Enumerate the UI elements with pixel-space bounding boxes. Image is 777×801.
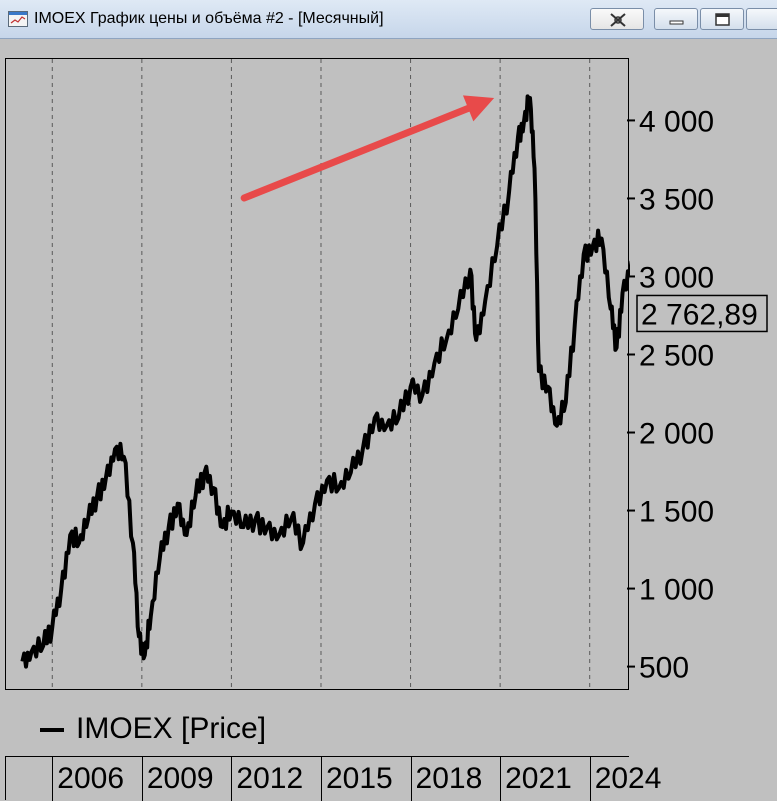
close-icon xyxy=(747,9,777,31)
y-tick-label-3500: 3 500 xyxy=(639,183,714,216)
x-tick-label-2018: 2018 xyxy=(410,757,501,801)
x-tick-label-2009: 2009 xyxy=(141,757,232,801)
y-tick-label-2000: 2 000 xyxy=(639,418,714,451)
chart-legend: IMOEX [Price] xyxy=(40,712,266,748)
y-tick-label-500: 500 xyxy=(639,652,689,685)
x-tick-label-2021: 2021 xyxy=(500,757,590,801)
minimize-icon xyxy=(669,20,684,25)
minimize-button[interactable] xyxy=(654,8,698,30)
legend-label: IMOEX [Price] xyxy=(76,712,267,745)
legend-swatch xyxy=(40,728,64,733)
annotation-arrow-shaft xyxy=(240,104,472,202)
chart-svg xyxy=(20,59,630,691)
x-tick-label-2015: 2015 xyxy=(320,757,411,801)
chart-plot-area[interactable] xyxy=(5,58,630,691)
x-tick-label-2012: 2012 xyxy=(231,757,321,801)
x-axis: 2006 2009 2012 2015 2018 2021 2024 xyxy=(5,756,661,801)
window-title: IMOEX График цены и объёма #2 - [Месячны… xyxy=(34,10,384,27)
y-tick-label-3000: 3 000 xyxy=(639,261,714,294)
last-value-label: 2 762,89 xyxy=(641,298,758,331)
chart-window-icon xyxy=(8,11,28,27)
y-tick-label-2500: 2 500 xyxy=(639,339,714,372)
close-button[interactable] xyxy=(746,8,777,30)
annotation-arrow-head xyxy=(462,95,495,122)
y-tick-label-1000: 1 000 xyxy=(639,574,714,607)
y-axis: 500 1 000 1 500 2 000 2 500 3 000 3 500 4 000 2 … xyxy=(627,105,768,685)
series-line-0 xyxy=(20,94,630,669)
maximize-button[interactable] xyxy=(700,8,744,30)
y-tick-label-1500: 1 500 xyxy=(639,496,714,529)
title-bar: IMOEX График цены и объёма #2 - [Месячны… xyxy=(0,0,777,39)
pin-button[interactable] xyxy=(590,8,644,30)
y-tick-label-4000: 4 000 xyxy=(639,105,714,138)
pin-icon xyxy=(610,13,626,27)
x-tick-label-2006: 2006 xyxy=(52,757,142,801)
x-tick-label-2024: 2024 xyxy=(589,757,661,801)
maximize-icon xyxy=(715,13,730,26)
last-value-box xyxy=(636,294,768,333)
